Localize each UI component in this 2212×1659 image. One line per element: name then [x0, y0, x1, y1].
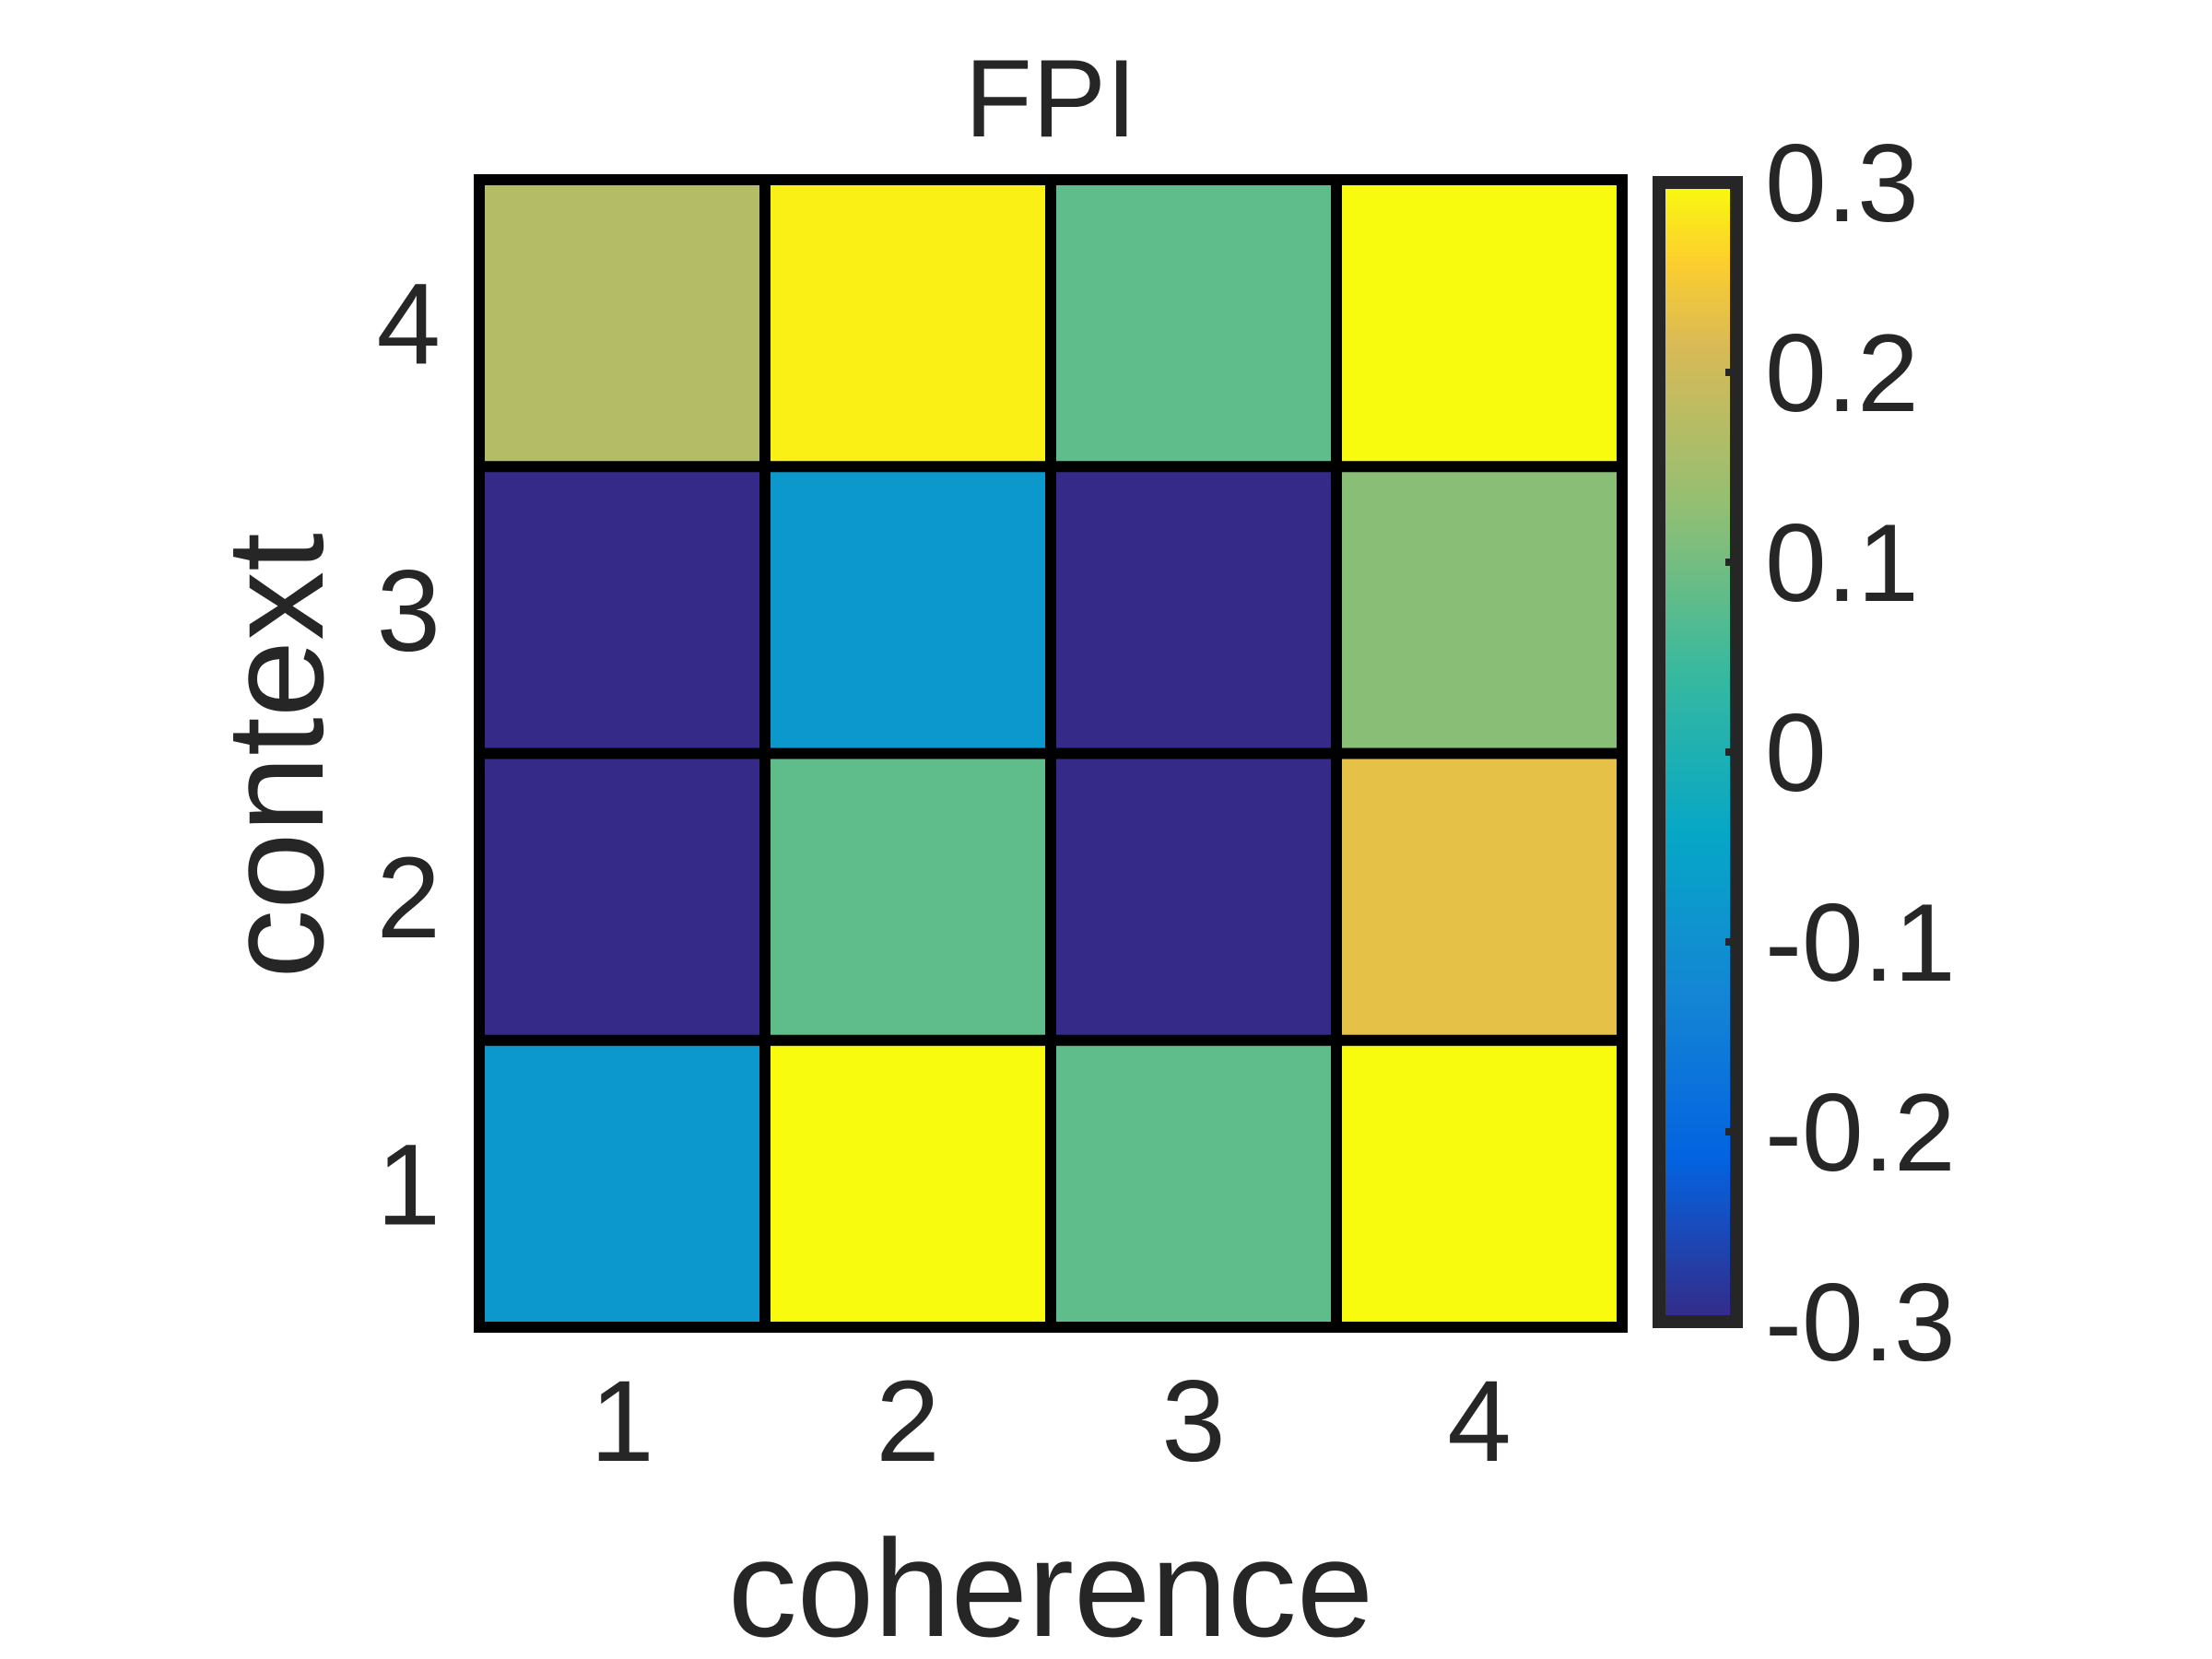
heatmap-cell-row3-col2 — [765, 466, 1051, 754]
heatmap-cell-row1-col1 — [479, 1040, 765, 1327]
heatmap-cell-row4-col1 — [479, 180, 765, 467]
heatmap-cell-row2-col4 — [1336, 753, 1622, 1041]
x-tick-label: 3 — [1161, 1358, 1226, 1486]
x-tick-labels: 1 2 3 4 — [590, 1358, 1512, 1486]
heatmap-grid — [474, 174, 1628, 1333]
heatmap-cell-row4-col2 — [765, 180, 1051, 467]
y-axis-label: context — [197, 533, 352, 979]
x-tick-label: 1 — [590, 1358, 654, 1486]
heatmap-cell-row4-col3 — [1051, 180, 1336, 467]
colorbar-gradient — [1653, 176, 1743, 1328]
colorbar-tick-label: -0.3 — [1765, 1261, 1956, 1384]
heatmap-cell-row3-col1 — [479, 466, 765, 754]
heatmap-cell-row2-col1 — [479, 753, 765, 1041]
y-tick-label: 2 — [376, 834, 441, 962]
heatmap-cell-row2-col2 — [765, 753, 1051, 1041]
heatmap-cell-row1-col4 — [1336, 1040, 1622, 1327]
colorbar-ticks: 0.3 0.2 0.1 0 -0.1 -0.2 -0.3 — [1725, 122, 1956, 1384]
colorbar-tick-label: 0.2 — [1765, 312, 1919, 435]
x-tick-label: 2 — [876, 1358, 940, 1486]
y-tick-label: 1 — [376, 1121, 441, 1249]
heatmap-cell-row1-col2 — [765, 1040, 1051, 1327]
colorbar-tick-label: -0.1 — [1765, 881, 1956, 1005]
heatmap-cell-row2-col3 — [1051, 753, 1336, 1041]
y-tick-label: 4 — [376, 261, 441, 389]
colorbar-tick-label: 0 — [1765, 691, 1827, 815]
colorbar-tick-label: -0.2 — [1765, 1071, 1956, 1194]
y-tick-labels: 1 2 3 4 — [376, 261, 441, 1250]
colorbar-tick-label: 0.1 — [1765, 501, 1919, 625]
chart-title: FPI — [965, 37, 1137, 160]
x-tick-label: 4 — [1447, 1358, 1512, 1486]
heatmap-cell-row3-col4 — [1336, 466, 1622, 754]
heatmap-cells — [479, 180, 1622, 1327]
heatmap-cell-row1-col3 — [1051, 1040, 1336, 1327]
y-tick-label: 3 — [376, 547, 441, 676]
colorbar-tick-label: 0.3 — [1765, 122, 1919, 245]
heatmap-cell-row4-col4 — [1336, 180, 1622, 467]
x-axis-label: coherence — [728, 1511, 1374, 1659]
heatmap-cell-row3-col3 — [1051, 466, 1336, 754]
colorbar: 0.3 0.2 0.1 0 -0.1 -0.2 -0.3 — [1653, 122, 1956, 1384]
